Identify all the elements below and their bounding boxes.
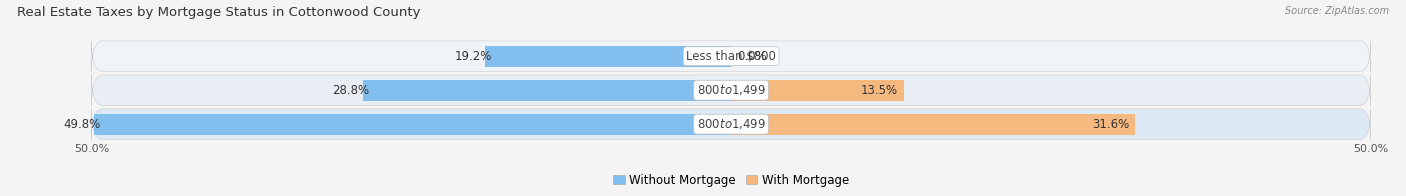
- Text: 49.8%: 49.8%: [63, 118, 100, 131]
- Text: Real Estate Taxes by Mortgage Status in Cottonwood County: Real Estate Taxes by Mortgage Status in …: [17, 6, 420, 19]
- Bar: [94, 114, 731, 135]
- Bar: [485, 46, 731, 67]
- Legend: Without Mortgage, With Mortgage: Without Mortgage, With Mortgage: [609, 169, 853, 191]
- Text: 0.0%: 0.0%: [738, 50, 768, 63]
- Text: 31.6%: 31.6%: [1092, 118, 1129, 131]
- Text: 19.2%: 19.2%: [454, 50, 492, 63]
- Text: Less than $800: Less than $800: [686, 50, 776, 63]
- Text: $800 to $1,499: $800 to $1,499: [696, 117, 766, 131]
- FancyBboxPatch shape: [91, 41, 1371, 72]
- Bar: [731, 80, 904, 101]
- FancyBboxPatch shape: [91, 75, 1371, 105]
- Text: 28.8%: 28.8%: [332, 84, 368, 97]
- FancyBboxPatch shape: [91, 109, 1371, 139]
- Text: Source: ZipAtlas.com: Source: ZipAtlas.com: [1285, 6, 1389, 16]
- Bar: [363, 80, 731, 101]
- Bar: [731, 114, 1136, 135]
- Text: 13.5%: 13.5%: [860, 84, 897, 97]
- Text: $800 to $1,499: $800 to $1,499: [696, 83, 766, 97]
